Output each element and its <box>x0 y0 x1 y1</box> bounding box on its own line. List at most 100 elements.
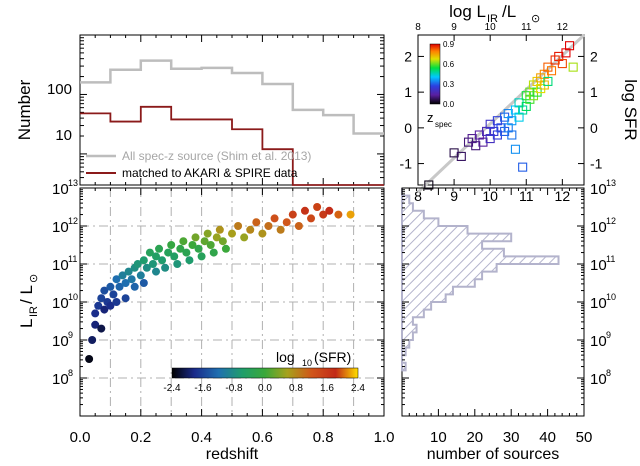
histogram-ticks <box>79 35 385 186</box>
lir-redshift-point <box>179 237 188 246</box>
lir-redshift-point <box>142 263 151 272</box>
lir-histogram-xtick-label: 30 <box>503 429 520 446</box>
histogram-ytick-10: 10 <box>55 127 72 144</box>
lir-redshift-point <box>276 225 285 234</box>
lir-redshift-point <box>161 263 170 272</box>
lir-histogram-ytick-exponent: 12 <box>606 216 616 226</box>
lir-redshift-point <box>325 206 334 215</box>
lir-sfr-ytick-right-label: 2 <box>590 48 598 64</box>
lir-redshift-xtick-label: 0.4 <box>191 429 212 446</box>
legend-label-all: All spec-z source (Shim et al. 2013) <box>122 149 311 163</box>
sfr-colorbar-label-sub: 10 <box>302 358 312 368</box>
lir-redshift-point <box>152 252 160 261</box>
lir-sfr-ytick-label: -1 <box>400 156 413 172</box>
lir-redshift-point <box>112 298 121 306</box>
lir-redshift-ytick-base: 10 <box>52 333 69 350</box>
lir-sfr-points <box>424 41 578 190</box>
lir-redshift-point <box>88 336 97 344</box>
lir-redshift-point <box>191 233 200 242</box>
lir-redshift-point <box>91 309 100 318</box>
lir-sfr-xtick-label: 11 <box>519 188 534 204</box>
sfr-colorbar-tick-label: -2.4 <box>163 383 181 394</box>
lir-redshift-point <box>197 252 206 261</box>
lir-histogram-xtick-label: 40 <box>539 429 556 446</box>
zspec-colorbar-tick-label: 0.9 <box>443 40 455 49</box>
lir-sfr-xlabel: log L <box>449 2 486 21</box>
lir-redshift-point <box>136 271 145 280</box>
sfr-colorbar-tick-label: -1.6 <box>194 383 212 394</box>
lir-redshift-point <box>97 324 106 333</box>
lir-redshift-point <box>97 294 106 303</box>
lir-redshift-ytick-exponent: 9 <box>68 330 73 340</box>
lir-sfr-point <box>456 151 466 161</box>
lir-sfr-xlabel-tail: /L <box>502 2 516 21</box>
sfr-colorbar-ticks: -2.4 -1.6 -0.8 0.0 0.8 1.6 2.4 <box>163 383 365 394</box>
lir-redshift-ylabel-group: L IR / L ⊙ <box>17 274 40 328</box>
lir-sfr-xlabel-sun: ⊙ <box>531 13 540 25</box>
lir-histogram-ytick-exponent: 10 <box>606 292 616 302</box>
lir-redshift-point <box>182 248 191 257</box>
lir-sfr-ytick-label: 0 <box>404 120 412 136</box>
lir-sfr-frame <box>417 34 585 186</box>
lir-redshift-point <box>173 260 182 268</box>
zspec-colorbar-tick-label: 0.6 <box>443 60 455 69</box>
lir-redshift-point <box>170 252 179 261</box>
lir-histogram-ytick-exponent: 11 <box>606 254 615 264</box>
lir-redshift-point <box>212 233 221 242</box>
lir-histogram-ytick-base: 10 <box>590 257 607 274</box>
lir-redshift-point <box>94 301 103 310</box>
lir-redshift-ylabel-tail: / L <box>17 285 36 304</box>
lir-redshift-point <box>346 210 355 219</box>
sfr-colorbar-gradient <box>172 368 358 378</box>
lir-sfr-xtick-label: 8 <box>414 188 422 204</box>
lir-redshift-point <box>127 275 136 284</box>
lir-sfr-panel: log L IR /L ⊙ log SFR 8 9 10 11 128 9 10 11 122 2… <box>400 2 640 204</box>
lir-sfr-xtick-label: 10 <box>482 188 498 204</box>
lir-redshift-ytick-exponent: 8 <box>68 368 73 378</box>
lir-sfr-ytick-right-label: 1 <box>590 84 598 100</box>
lir-redshift-point <box>109 290 118 299</box>
lir-redshift-point <box>152 267 160 276</box>
lir-redshift-point <box>124 267 133 276</box>
lir-histogram-ytick-base: 10 <box>590 295 607 312</box>
lir-redshift-ytick-exponent: 12 <box>68 216 78 226</box>
lir-sfr-point <box>518 162 528 172</box>
lir-histogram-xlabel: number of sources <box>427 446 560 463</box>
lir-histogram-bars <box>401 188 560 372</box>
lir-sfr-axes: 8 9 10 11 128 9 10 11 122 21 10 0-1 -1 <box>400 22 603 204</box>
lir-redshift-point <box>200 237 209 246</box>
zspec-colorbar-gradient <box>430 44 440 104</box>
zspec-colorbar-tick-label: 0.3 <box>443 80 455 89</box>
lir-redshift-point <box>246 225 255 234</box>
sfr-colorbar-tick-label: 2.4 <box>351 383 365 394</box>
lir-redshift-point <box>288 210 297 219</box>
lir-redshift-ytick-exponent: 13 <box>68 178 78 188</box>
lir-redshift-ytick-base: 10 <box>52 371 69 388</box>
lir-redshift-point <box>85 355 94 363</box>
lir-redshift-point <box>206 241 215 249</box>
lir-sfr-xtick-label: 9 <box>450 188 458 204</box>
lir-redshift-xtick-label: 1.0 <box>374 429 395 446</box>
lir-sfr-point <box>507 130 517 140</box>
lir-sfr-ytick-right-label: 0 <box>590 120 598 136</box>
lir-sfr-point <box>557 59 567 69</box>
lir-histogram-ytick-base: 10 <box>590 333 607 350</box>
lir-redshift-point <box>130 282 139 291</box>
zspec-colorbar-border <box>429 43 441 105</box>
sfr-colorbar-tick-label: -0.8 <box>225 383 243 394</box>
lir-redshift-point <box>185 256 194 265</box>
lir-sfr-xtick-top-label: 12 <box>557 22 569 33</box>
lir-histogram-ytick-exponent: 9 <box>606 330 611 340</box>
lir-redshift-point <box>115 282 124 291</box>
lir-redshift-point <box>100 305 109 314</box>
lir-histogram-ytick-exponent: 13 <box>606 178 616 188</box>
lir-redshift-point <box>91 320 100 329</box>
lir-sfr-xtick-top-label: 8 <box>415 22 421 33</box>
sfr-colorbar-tick-label: 0.8 <box>289 383 303 394</box>
lir-histogram-xtick-label: 50 <box>576 429 593 446</box>
lir-sfr-xtick-top-label: 11 <box>521 22 532 33</box>
lir-redshift-point <box>215 225 224 234</box>
